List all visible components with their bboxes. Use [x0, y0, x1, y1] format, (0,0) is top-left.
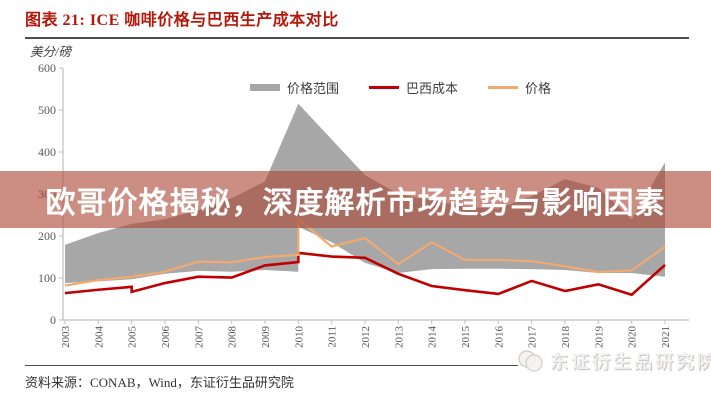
- x-tick-label: 2016: [493, 326, 505, 349]
- y-tick-label: 200: [38, 229, 56, 243]
- y-tick-label: 400: [38, 145, 56, 159]
- brazil-cost-swatch: [369, 86, 400, 89]
- y-axis-unit-label: 美分/磅: [30, 45, 72, 59]
- chart-legend: 价格范围 巴西成本 价格: [250, 78, 551, 97]
- y-tick-label: 100: [38, 271, 56, 285]
- legend-item-price-range: 价格范围: [250, 78, 339, 97]
- header-divider-line: [25, 37, 689, 39]
- x-tick-label: 2013: [393, 326, 405, 349]
- x-tick-label: 2019: [593, 326, 605, 349]
- series-line-brazil-cost: [64, 251, 666, 297]
- y-tick-label: 500: [38, 103, 56, 117]
- brand-watermark-text: 东证衍生品研究院: [550, 352, 711, 372]
- x-tick-label: 2017: [527, 326, 539, 349]
- x-tick-label: 2008: [227, 326, 239, 349]
- legend-item-price: 价格: [488, 78, 551, 97]
- chart-axes: [59, 67, 689, 324]
- x-tick-label: 2015: [460, 326, 472, 349]
- x-tick-label: 2006: [160, 326, 172, 349]
- legend-item-brazil-cost: 巴西成本: [369, 78, 458, 97]
- price-range-swatch: [250, 84, 280, 91]
- legend-label-price: 价格: [525, 81, 552, 96]
- x-tick-label: 2007: [193, 326, 205, 349]
- legend-label-price-range: 价格范围: [287, 81, 340, 96]
- chart-series-lines: [64, 216, 666, 297]
- legend-label-brazil-cost: 巴西成本: [406, 81, 459, 96]
- promo-overlay-banner: 欧哥价格揭秘，深度解析市场趋势与影响因素: [0, 171, 711, 228]
- x-tick-label: 2021: [660, 326, 672, 348]
- y-tick-label: 0: [50, 313, 56, 327]
- x-tick-label: 2012: [360, 326, 372, 348]
- footer-divider-line: [25, 365, 518, 366]
- brand-watermark: 东证衍生品研究院: [516, 348, 711, 374]
- x-tick-label: 2011: [327, 326, 339, 348]
- x-tick-label: 2020: [627, 326, 639, 349]
- data-source-note: 资料来源：CONAB，Wind，东证衍生品研究院: [25, 375, 294, 390]
- x-tick-label: 2009: [260, 326, 272, 349]
- x-tick-label: 2018: [560, 326, 572, 349]
- x-tick-label: 2003: [60, 326, 72, 349]
- x-tick-label: 2004: [93, 326, 105, 349]
- x-tick-label: 2010: [293, 326, 305, 349]
- series-line-price: [64, 216, 666, 287]
- promo-overlay-text: 欧哥价格揭秘，深度解析市场趋势与影响因素: [45, 186, 666, 220]
- x-tick-label: 2005: [127, 326, 139, 349]
- brand-logo-icon: [518, 350, 543, 372]
- x-tick-label: 2014: [427, 326, 439, 349]
- price-swatch: [488, 86, 519, 89]
- figure-title: 图表 21: ICE 咖啡价格与巴西生产成本对比: [25, 12, 339, 29]
- y-tick-label: 600: [38, 61, 56, 75]
